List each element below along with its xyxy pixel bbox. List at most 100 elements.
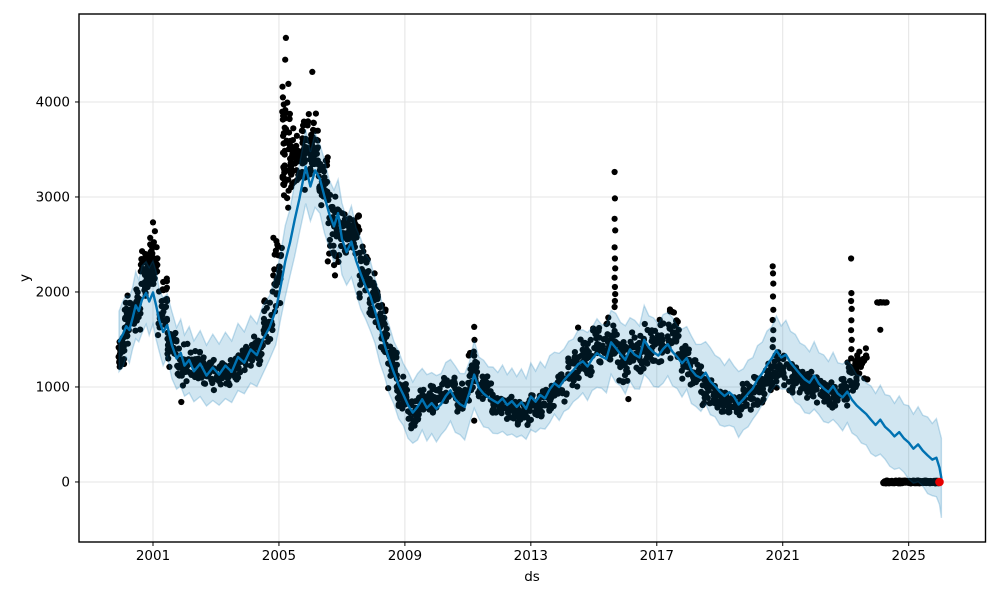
observation-outlier-point (611, 297, 619, 305)
observation-point (685, 349, 692, 357)
observation-point (429, 383, 436, 390)
observation-point (400, 382, 407, 390)
observation-point (186, 369, 193, 376)
observation-point (628, 355, 636, 362)
observation-outlier-point (848, 305, 855, 312)
observation-point (331, 262, 338, 269)
observation-point (371, 284, 378, 291)
observation-point (838, 376, 845, 383)
observation-outlier-point (575, 324, 582, 331)
observation-point (605, 314, 612, 321)
observation-outlier-point (611, 274, 618, 281)
observation-point (116, 359, 123, 366)
observation-point (179, 382, 186, 389)
final-red-marker (935, 477, 944, 487)
observation-point (324, 258, 331, 265)
observation-outlier-point (612, 291, 619, 298)
observation-point (633, 364, 640, 371)
end-marker-layer (935, 477, 944, 487)
observation-point (339, 210, 346, 217)
observation-point (331, 272, 339, 279)
observation-point (597, 358, 604, 365)
observation-point (184, 340, 191, 347)
observation-point (853, 381, 860, 388)
observation-point (249, 357, 256, 364)
observation-point (526, 407, 534, 414)
observation-point (285, 176, 292, 183)
observation-point (694, 361, 701, 368)
observation-point (280, 174, 287, 181)
observation-point (568, 360, 575, 367)
observation-point (225, 374, 232, 381)
observation-point (174, 362, 181, 369)
observation-point (719, 407, 726, 415)
observation-point (270, 272, 277, 279)
observation-point (611, 330, 618, 337)
observation-point (164, 350, 171, 357)
uncertainty-band-layer (118, 129, 943, 518)
observation-point (620, 339, 627, 346)
observation-point (141, 266, 148, 273)
observation-point (336, 252, 343, 259)
observation-point (290, 125, 297, 132)
forecast-line-layer (117, 165, 943, 480)
observation-point (604, 331, 611, 338)
observation-point (841, 382, 848, 389)
observation-point (267, 336, 274, 343)
observation-outlier-point (848, 355, 855, 362)
observation-outlier-point (848, 297, 855, 305)
observation-point (385, 385, 392, 392)
observation-point (293, 142, 300, 149)
observation-point (767, 387, 774, 394)
observation-point (829, 404, 836, 411)
observation-point (123, 331, 130, 339)
observation-point (575, 374, 582, 382)
observation-point (383, 325, 390, 332)
observation-point (287, 142, 294, 149)
observation-point (465, 352, 472, 359)
uncertainty-band (118, 129, 943, 518)
observation-point (279, 83, 286, 90)
observation-outlier-point (282, 56, 289, 63)
observation-point (307, 165, 314, 172)
observation-point (330, 242, 337, 249)
observation-point (314, 137, 321, 144)
observation-point (680, 347, 687, 354)
observation-point (329, 231, 336, 238)
observation-point (393, 361, 400, 368)
observation-point (775, 356, 782, 363)
observation-outlier-point (611, 195, 619, 202)
observation-point (532, 410, 539, 418)
observation-point (811, 385, 818, 392)
observation-point (629, 329, 636, 336)
observation-point (357, 258, 365, 265)
observation-point (299, 139, 306, 146)
observation-point (546, 402, 553, 409)
observation-point (666, 308, 674, 315)
observation-outlier-point (769, 270, 777, 277)
observation-point (479, 383, 486, 390)
observation-point (173, 337, 180, 344)
observation-point (429, 408, 437, 415)
observation-outlier-point (470, 348, 477, 355)
observation-point (356, 227, 363, 234)
observation-point (271, 266, 278, 273)
observation-point (596, 324, 603, 332)
observation-point (142, 284, 149, 291)
observation-point (701, 399, 708, 406)
observation-point (758, 377, 765, 384)
observation-point (585, 367, 592, 374)
observation-point (282, 115, 289, 122)
x-tick-label: 2001 (136, 548, 170, 564)
observation-outlier-point (769, 336, 777, 343)
observation-point (270, 234, 277, 241)
observation-point (287, 137, 294, 145)
observation-point (210, 387, 217, 394)
observation-point (610, 322, 617, 329)
observation-point (147, 234, 154, 241)
observation-point (285, 204, 292, 211)
observation-point (326, 236, 333, 243)
observation-point (293, 132, 300, 139)
observation-point (448, 379, 455, 386)
x-tick-label: 2017 (640, 548, 674, 564)
